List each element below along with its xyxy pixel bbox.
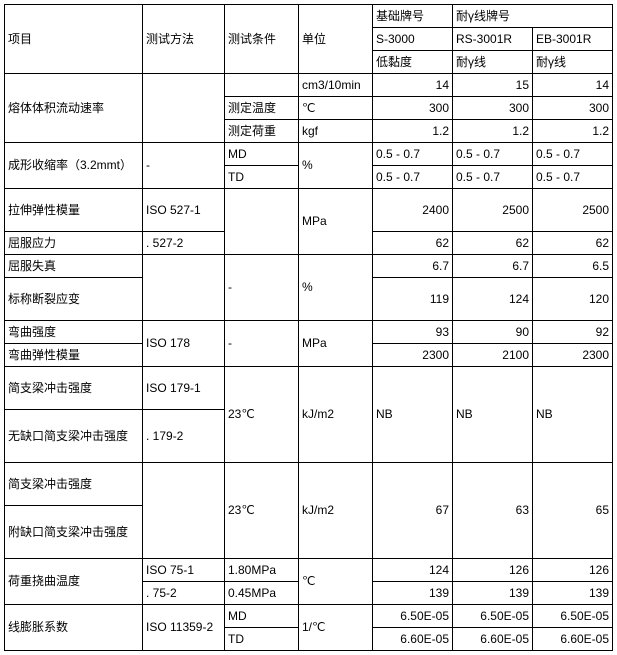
row-flex-s: 弯曲强度 bbox=[5, 321, 143, 344]
row-shrink: 成形收缩率（3.2mmt） bbox=[5, 143, 143, 189]
grade-eb: EB-3001R bbox=[533, 28, 613, 51]
row-charpy-un: 无缺口简支梁冲击强度 bbox=[5, 410, 143, 463]
grade-rs: RS-3001R bbox=[453, 28, 533, 51]
row-charpy1: 简支梁冲击强度 bbox=[5, 367, 143, 410]
row-tens: 拉伸弹性模量 bbox=[5, 189, 143, 232]
hdr-cond: 测试条件 bbox=[225, 5, 299, 74]
row-mvr: 熔体体积流动速率 bbox=[5, 74, 143, 143]
sub-uv1: 耐γ线 bbox=[453, 51, 533, 74]
row-charpy2: 简支梁冲击强度 bbox=[5, 463, 143, 506]
hdr-base: 基础牌号 bbox=[373, 5, 453, 28]
row-yield-d: 屈服失真 bbox=[5, 255, 143, 278]
hdr-item: 项目 bbox=[5, 5, 143, 74]
spec-table: 项目 测试方法 测试条件 单位 基础牌号 耐γ线牌号 S-3000 RS-300… bbox=[4, 4, 613, 651]
row-break: 标称断裂应变 bbox=[5, 278, 143, 321]
hdr-method: 测试方法 bbox=[143, 5, 225, 74]
row-cte: 线膨胀系数 bbox=[5, 605, 143, 651]
row-flex-m: 弯曲弹性模量 bbox=[5, 344, 143, 367]
hdr-uv: 耐γ线牌号 bbox=[453, 5, 613, 28]
sub-uv2: 耐γ线 bbox=[533, 51, 613, 74]
row-charpy-n: 附缺口简支梁冲击强度 bbox=[5, 506, 143, 559]
row-hdt: 荷重挠曲温度 bbox=[5, 559, 143, 605]
hdr-unit: 单位 bbox=[299, 5, 373, 74]
sub-lowvisc: 低黏度 bbox=[373, 51, 453, 74]
row-yield-s: 屈服应力 bbox=[5, 232, 143, 255]
grade-s3000: S-3000 bbox=[373, 28, 453, 51]
